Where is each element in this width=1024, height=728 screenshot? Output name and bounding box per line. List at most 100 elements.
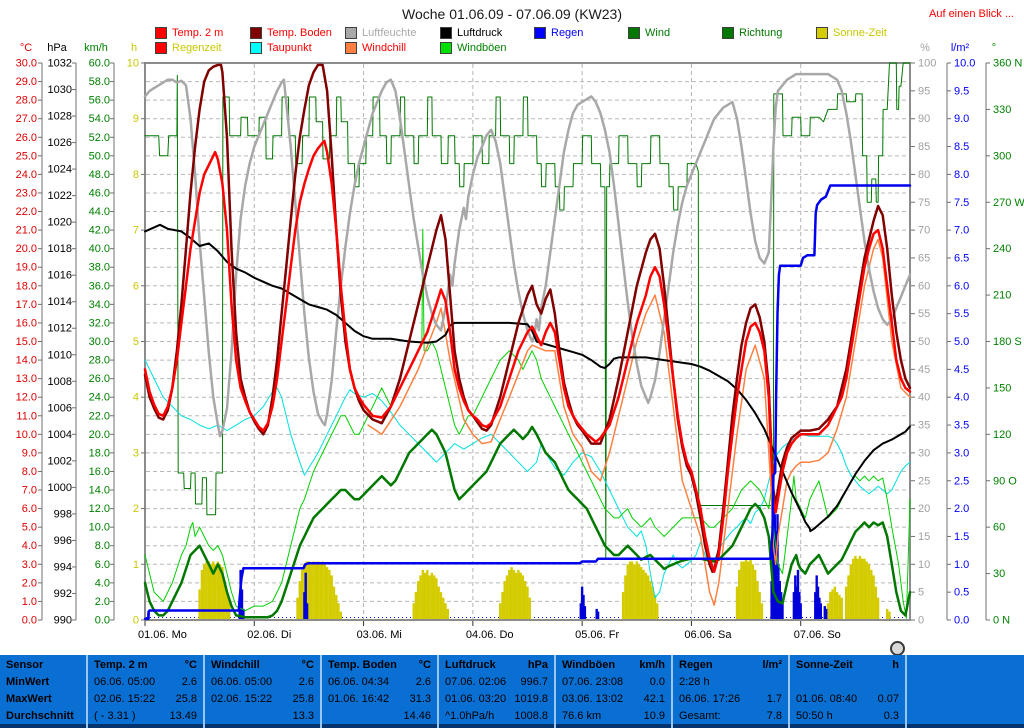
series-taupunkt [144, 359, 911, 599]
table-row: 07.06. 02:06 996.7 [445, 676, 548, 688]
tempC-tick-label: 5.0 [22, 522, 37, 534]
table-header-row: Temp. 2 m °C [94, 659, 197, 671]
day-label: 07.06. So [794, 629, 841, 641]
legend-item-sonne-zeit: Sonne-Zeit [816, 27, 887, 39]
row-labels-column: Sensor MinWert MaxWert Durchschnitt [0, 655, 86, 728]
legend-item-luftfeuchte: Luftfeuchte [345, 27, 416, 39]
pct-tick-label: 65 [918, 252, 930, 264]
kmh-tick-label: 16.0 [89, 466, 110, 478]
legend-label: Windchill [362, 42, 407, 54]
day-label: 04.06. Do [466, 629, 514, 641]
sensor-column-temp-2m: Temp. 2 m °C 06.06. 05:00 2.6 02.06. 15:22 25… [86, 655, 203, 728]
series-windchill [367, 238, 911, 606]
tempC-tick-label: 10.0 [16, 429, 37, 441]
lm2-tick-label: 7.5 [954, 197, 969, 209]
kmh-tick-label: 26.0 [89, 373, 110, 385]
pct-tick-label: 25 [918, 475, 930, 487]
tempC-tick-label: 23.0 [16, 187, 37, 199]
sonne-zeit-swatch-icon [816, 27, 828, 39]
lm2-tick-label: 2.0 [954, 503, 969, 515]
tempC-tick-label: 21.0 [16, 225, 37, 237]
table-row: 06.06. 05:00 2.6 [211, 676, 314, 688]
temp-axis-unit: °C [20, 42, 32, 54]
windboeen-swatch-icon [440, 42, 452, 54]
tempC-tick-label: 2.0 [22, 577, 37, 589]
tempC-tick-label: 14.0 [16, 355, 37, 367]
deg-tick-label: 0 N [993, 615, 1010, 627]
table-header-row: Windchill °C [211, 659, 314, 671]
table-row: 02.06. 15:22 25.8 [211, 693, 314, 705]
pct-tick-label: 70 [918, 225, 930, 237]
lm2-tick-label: 4.0 [954, 392, 969, 404]
tempC-tick-label: 29.0 [16, 76, 37, 88]
pct-tick-label: 75 [918, 197, 930, 209]
series-luftdruck [144, 223, 911, 533]
stats-table: Sensor MinWert MaxWert Durchschnitt Temp. 2 … [0, 655, 1024, 728]
day-label: 05.06. Fr [575, 629, 619, 641]
hPa-tick-label: 1026 [48, 137, 72, 149]
tempC-tick-label: 16.0 [16, 317, 37, 329]
sonne-zeit-bars [198, 555, 891, 619]
deg-tick-label: 330 [993, 104, 1011, 116]
pct-tick-label: 40 [918, 392, 930, 404]
legend-label: Temp. Boden [267, 27, 332, 39]
kmh-tick-label: 44.0 [89, 206, 110, 218]
quick-view-link[interactable]: Auf einen Blick ... [929, 8, 1014, 20]
hPa-tick-label: 1024 [48, 164, 72, 176]
deg-tick-label: 360 N [993, 58, 1022, 70]
lm2-tick-label: 1.0 [954, 559, 969, 571]
hPa-tick-label: 1008 [48, 376, 72, 388]
tempC-tick-label: 12.0 [16, 392, 37, 404]
kmh-tick-label: 0.0 [95, 615, 110, 627]
lm2-tick-label: 8.0 [954, 169, 969, 181]
kmh-tick-label: 40.0 [89, 243, 110, 255]
pressure-axis-unit: hPa [47, 42, 67, 54]
legend-label: Regenzeit [172, 42, 222, 54]
deg-tick-label: 90 O [993, 475, 1017, 487]
lm2-tick-label: 5.0 [954, 336, 969, 348]
tempC-tick-label: 27.0 [16, 113, 37, 125]
day-label: 06.06. Sa [684, 629, 732, 641]
tempC-tick-label: 3.0 [22, 559, 37, 571]
chart-title: Woche 01.06.09 - 07.06.09 (KW23) [402, 6, 622, 22]
tempC-tick-label: 24.0 [16, 169, 37, 181]
table-header-row: Temp. Boden °C [328, 659, 431, 671]
table-row: 01.06. 03:20 1019.8 [445, 693, 548, 705]
kmh-tick-label: 54.0 [89, 113, 110, 125]
pct-tick-label: 20 [918, 503, 930, 515]
deg-tick-label: 300 [993, 150, 1011, 162]
table-row: 01.06. 16:42 31.3 [328, 693, 431, 705]
tempC-tick-label: 26.0 [16, 132, 37, 144]
tempC-tick-label: 6.0 [22, 503, 37, 515]
taupunkt-swatch-icon [250, 42, 262, 54]
hPa-tick-label: 1004 [48, 429, 72, 441]
hPa-tick-label: 1012 [48, 323, 72, 335]
table-row: 50:50 h 0.3 [796, 710, 899, 722]
lm2-tick-label: 8.5 [954, 141, 969, 153]
table-row: 06.06. 04:34 2.6 [328, 676, 431, 688]
sun-axis-unit: h [131, 42, 137, 54]
lm2-tick-label: 5.5 [954, 308, 969, 320]
windchill-swatch-icon [345, 42, 357, 54]
h10-tick-label: 7 [133, 225, 139, 237]
pct-tick-label: 10 [918, 559, 930, 571]
tempC-tick-label: 13.0 [16, 373, 37, 385]
tempC-tick-label: 30.0 [16, 58, 37, 70]
lm2-tick-label: 2.5 [954, 475, 969, 487]
pct-tick-label: 0 [918, 615, 924, 627]
lm2-tick-label: 4.5 [954, 364, 969, 376]
table-row [796, 674, 899, 691]
row-label: Durchschnitt [6, 710, 74, 722]
tempC-tick-label: 1.0 [22, 596, 37, 608]
hPa-tick-label: 1022 [48, 190, 72, 202]
deg-tick-label: 120 [993, 429, 1011, 441]
h10-tick-label: 2 [133, 503, 139, 515]
table-row: ^1.0hPa/h 1008.8 [445, 710, 548, 722]
legend-row-1: Temp. 2 m Temp. Boden Luftfeuchte Luftdruck… [0, 27, 1024, 41]
sensor-column-sonne-zeit: Sonne-Zeit h 01.06. 08:40 0.07 50:50 h 0.3 [788, 655, 905, 728]
deg-tick-label: 150 [993, 382, 1011, 394]
legend-item-temp-boden: Temp. Boden [250, 27, 332, 39]
lm2-tick-label: 1.5 [954, 531, 969, 543]
lm2-tick-label: 3.0 [954, 447, 969, 459]
